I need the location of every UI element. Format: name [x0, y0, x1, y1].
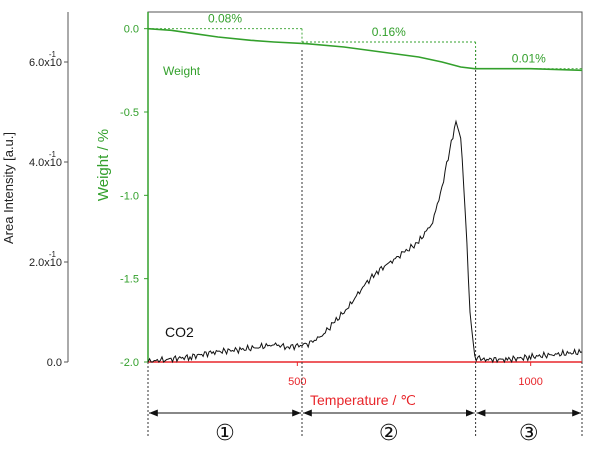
step-percent-label: 0.01% — [512, 52, 546, 66]
series-group — [147, 27, 583, 364]
region-label: ③ — [519, 421, 539, 446]
weight-tick-label: -2.0 — [120, 357, 139, 369]
left-tick-exponent: -1 — [49, 150, 57, 159]
region-label: ① — [215, 421, 235, 446]
temperature-axis-ticks: 500 1000 — [288, 362, 543, 388]
co2-series-label: CO2 — [165, 324, 194, 340]
weight-tick-label: -0.5 — [120, 107, 139, 119]
series-line-co2 — [147, 119, 583, 364]
weight-axis-title: Weight / % — [95, 129, 112, 201]
left-tick-label: 6.0x10 — [29, 57, 62, 69]
left-axis-ticks: 0.02.0x10-14.0x10-16.0x10-1 — [29, 50, 68, 369]
left-tick-label: 4.0x10 — [29, 157, 62, 169]
left-tick-exponent: -1 — [49, 250, 57, 259]
step-percent-label: 0.08% — [208, 12, 242, 26]
region-arrows: ① ② ③ — [149, 409, 581, 446]
left-tick-label: 2.0x10 — [29, 257, 62, 269]
series-line-weight — [147, 27, 583, 72]
weight-tick-label: -1.5 — [120, 274, 139, 286]
weight-series-label: Weight — [163, 64, 201, 78]
left-axis: 0.02.0x10-14.0x10-16.0x10-1 Area Intensi… — [1, 12, 69, 369]
region-label: ② — [379, 421, 399, 446]
weight-tick-label: -1.0 — [120, 190, 139, 202]
region-dividers — [147, 50, 583, 438]
temperature-tick-label: 1000 — [518, 376, 542, 388]
temperature-axis: 500 1000 Temperature / ℃ — [148, 361, 582, 408]
left-tick-label: 0.0 — [47, 357, 62, 369]
temperature-tick-label: 500 — [288, 376, 306, 388]
weight-tick-label: 0.0 — [124, 24, 139, 36]
left-tick-exponent: -1 — [49, 50, 57, 59]
left-axis-title: Area Intensity [a.u.] — [1, 132, 16, 244]
weight-step-annotations: 0.08% 0.16% 0.01% — [148, 12, 583, 71]
step-percent-label: 0.16% — [372, 25, 406, 39]
weight-axis-ticks: 0.0 -0.5 -1.0 -1.5 -2.0 — [120, 24, 148, 369]
temperature-axis-title: Temperature / ℃ — [310, 392, 416, 408]
